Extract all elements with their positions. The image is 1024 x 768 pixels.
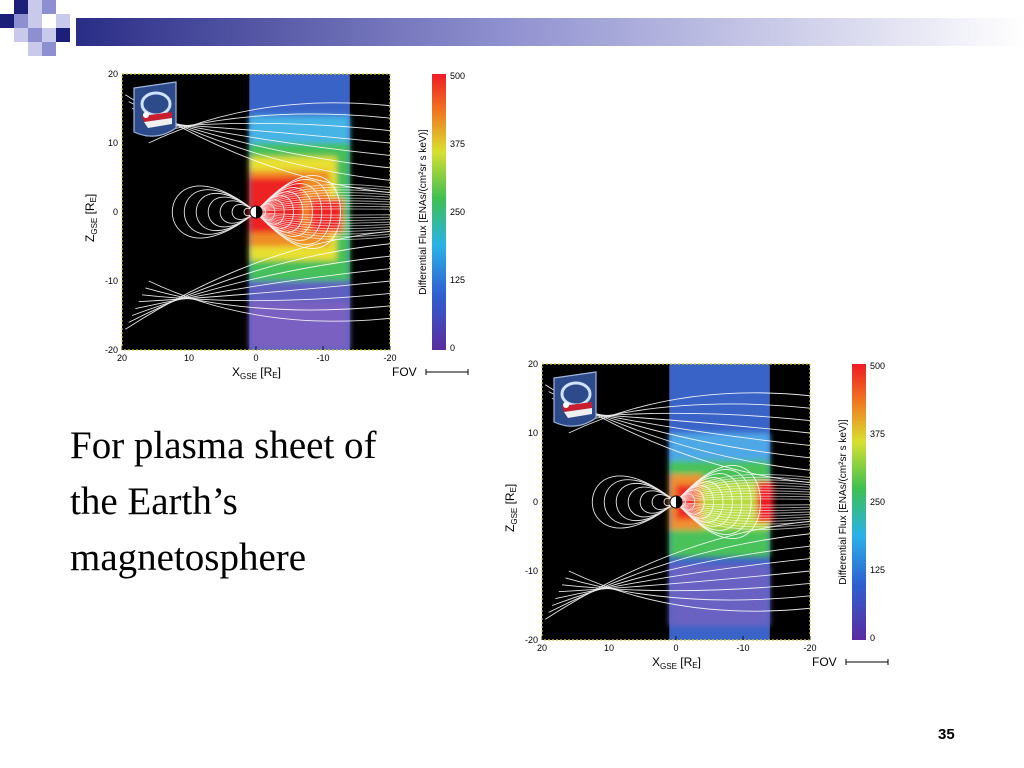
colorbar-tick-label: 500: [450, 71, 465, 81]
colorbar-tick-label: 125: [870, 565, 885, 575]
x-tick-label: 20: [117, 353, 127, 363]
colorbar-tick-label: 375: [870, 429, 885, 439]
header-squares: [0, 0, 70, 56]
colorbar-ticks: 500 375 250 125 0: [870, 361, 885, 643]
colorbar-tick-label: 375: [450, 139, 465, 149]
z-tick-label: -20: [105, 345, 118, 355]
colorbar: [432, 74, 446, 350]
colorbar-label: Differential Flux [ENAs/(cm²sr s keV)]: [418, 129, 429, 295]
x-axis-label: XGSE [RE]: [652, 655, 701, 671]
body-line-1: For plasma sheet of: [70, 424, 377, 467]
ena-flux-figure-1: 20 10 0 -10 -20 20 10 0 -10 -20 XGSE [RE] ZGSE [RE]…: [80, 64, 480, 388]
x-tick-label: 10: [184, 353, 194, 363]
flux-map: [125, 74, 390, 350]
z-axis-label: ZGSE [RE]: [503, 484, 519, 532]
header-decoration: [0, 0, 1024, 56]
z-tick-label: 0: [113, 207, 118, 217]
colorbar: [852, 364, 866, 640]
field-lines: [125, 94, 390, 330]
x-tick-label: 0: [253, 353, 258, 363]
earth-marker: [249, 205, 263, 219]
x-tick-label: -20: [383, 353, 396, 363]
body-line-3: magnetosphere: [70, 536, 307, 579]
colorbar-tick-label: 250: [870, 497, 885, 507]
flux-map: [545, 364, 810, 640]
colorbar-tick-label: 0: [870, 633, 875, 643]
z-axis-label: ZGSE [RE]: [83, 194, 99, 242]
header-gradient-bar: [76, 18, 1024, 46]
z-tick-label: 0: [533, 497, 538, 507]
page-number: 35: [938, 726, 955, 743]
ibex-logo: [133, 81, 177, 137]
z-tick-label: -10: [525, 566, 538, 576]
body-line-2: the Earth’s: [70, 480, 238, 523]
ibex-logo: [553, 371, 597, 427]
x-tick-label: -20: [803, 643, 816, 653]
x-tick-label: -10: [316, 353, 329, 363]
x-axis-label: XGSE [RE]: [232, 365, 281, 381]
z-tick-label: 10: [528, 428, 538, 438]
z-tick-label: -20: [525, 635, 538, 645]
fov-label: FOV: [392, 365, 417, 379]
x-tick-label: 10: [604, 643, 614, 653]
slide-body-text: For plasma sheet of the Earth’s magnetos…: [70, 418, 470, 586]
colorbar-ticks: 500 375 250 125 0: [450, 71, 465, 353]
colorbar-label: Differential Flux [ENAs/(cm²sr s keV)]: [838, 419, 849, 585]
colorbar-tick-label: 0: [450, 343, 455, 353]
colorbar-tick-label: 500: [870, 361, 885, 371]
z-tick-label: 20: [528, 359, 538, 369]
z-tick-label: -10: [105, 276, 118, 286]
flux-blobs: [249, 115, 350, 350]
colorbar-tick-label: 125: [450, 275, 465, 285]
earth-marker: [669, 495, 683, 509]
x-tick-label: 20: [537, 643, 547, 653]
z-tick-label: 10: [108, 138, 118, 148]
colorbar-tick-label: 250: [450, 207, 465, 217]
x-tick-label: 0: [673, 643, 678, 653]
z-tick-label: 20: [108, 69, 118, 79]
ena-flux-figure-2: 20 10 0 -10 -20 20 10 0 -10 -20 XGSE [RE] ZGSE [RE]…: [500, 354, 900, 678]
fov-label: FOV: [812, 655, 837, 669]
x-tick-label: -10: [736, 643, 749, 653]
